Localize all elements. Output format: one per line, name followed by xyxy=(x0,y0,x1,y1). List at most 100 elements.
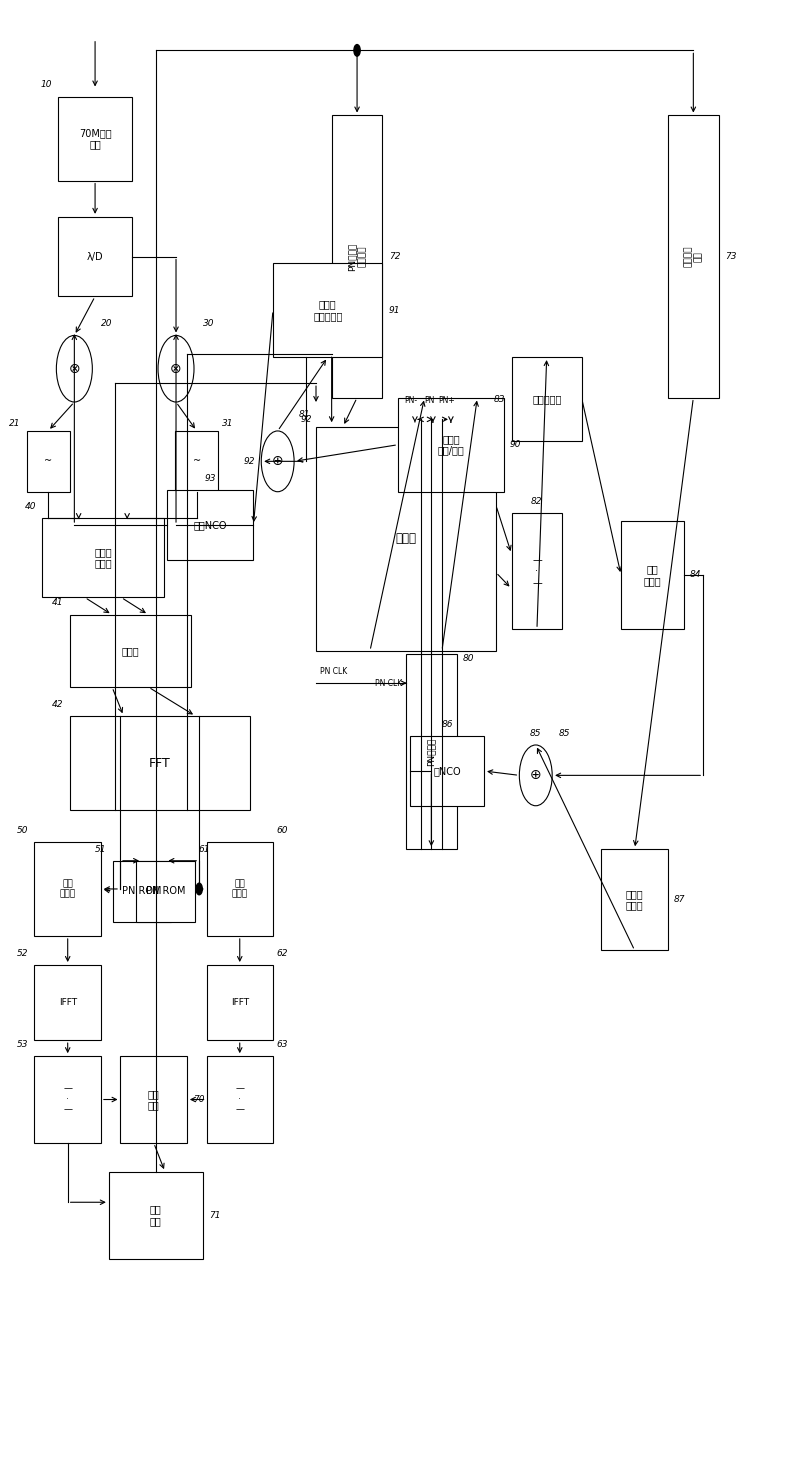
Text: PN生成器: PN生成器 xyxy=(427,738,436,766)
Text: ⊕: ⊕ xyxy=(530,768,542,782)
Text: 10: 10 xyxy=(40,80,52,89)
Text: 复数
乘法器: 复数 乘法器 xyxy=(232,880,248,899)
Text: PN CLK: PN CLK xyxy=(374,678,402,688)
Text: 52: 52 xyxy=(17,948,28,958)
Text: 72: 72 xyxy=(389,253,400,262)
Bar xyxy=(34,842,101,937)
Bar xyxy=(136,861,194,922)
Text: 92: 92 xyxy=(243,457,255,466)
Text: —
·
—: — · — xyxy=(235,1084,244,1115)
Text: 83: 83 xyxy=(494,394,506,403)
Text: 51: 51 xyxy=(95,844,106,853)
Bar xyxy=(406,655,457,849)
Text: 91: 91 xyxy=(389,305,400,314)
Text: IFFT: IFFT xyxy=(230,998,249,1007)
Text: 多普勒
频补偿: 多普勒 频补偿 xyxy=(626,888,643,910)
Text: 86: 86 xyxy=(442,720,453,729)
Text: PN ROM: PN ROM xyxy=(146,887,186,896)
Bar xyxy=(332,115,382,397)
Bar xyxy=(167,491,254,560)
Bar xyxy=(511,356,582,441)
Bar xyxy=(668,115,718,397)
Bar xyxy=(410,736,484,806)
Text: 85: 85 xyxy=(530,729,542,738)
Text: FFT: FFT xyxy=(149,757,170,770)
Text: 载波环
环路滤波器: 载波环 环路滤波器 xyxy=(313,300,342,321)
Text: PN码起始
位置计算: PN码起始 位置计算 xyxy=(347,243,366,270)
Text: 载波环
鉴频/鉴相: 载波环 鉴频/鉴相 xyxy=(438,434,464,456)
Text: 60: 60 xyxy=(277,825,289,834)
Text: 63: 63 xyxy=(277,1040,289,1049)
Text: 61: 61 xyxy=(198,844,210,853)
Text: —
·
—: — · — xyxy=(63,1084,72,1115)
Text: 70M中频
输入: 70M中频 输入 xyxy=(78,127,111,149)
Text: ⊗: ⊗ xyxy=(170,362,182,375)
Text: 码环鉴相器: 码环鉴相器 xyxy=(532,394,562,405)
Bar xyxy=(58,96,132,181)
Bar xyxy=(398,397,504,492)
Bar xyxy=(113,861,171,922)
Text: λ/D: λ/D xyxy=(86,251,103,262)
Bar xyxy=(34,1056,101,1143)
Bar xyxy=(206,964,273,1040)
Text: 复数
乘法器: 复数 乘法器 xyxy=(60,880,76,899)
Text: 85: 85 xyxy=(558,729,570,738)
Text: 84: 84 xyxy=(690,570,702,580)
Text: 20: 20 xyxy=(101,318,113,329)
Bar xyxy=(121,1056,187,1143)
Text: ~: ~ xyxy=(193,456,201,466)
Text: 30: 30 xyxy=(202,318,214,329)
Bar xyxy=(206,1056,273,1143)
Text: ⊗: ⊗ xyxy=(69,362,80,375)
Circle shape xyxy=(71,519,78,530)
Bar xyxy=(273,263,382,356)
Text: 码环
滤波器: 码环 滤波器 xyxy=(643,564,661,586)
Text: PN: PN xyxy=(424,396,434,405)
Bar xyxy=(42,517,163,598)
Bar xyxy=(34,964,101,1040)
Text: 载波频率
调整: 载波频率 调整 xyxy=(684,245,703,267)
Bar xyxy=(316,427,496,652)
Text: PN+: PN+ xyxy=(438,396,455,405)
Bar xyxy=(602,849,668,951)
Bar xyxy=(206,842,273,937)
Text: —
·
—: — · — xyxy=(532,555,542,587)
Text: 90: 90 xyxy=(510,440,522,449)
Text: 81: 81 xyxy=(298,411,310,419)
Text: 80: 80 xyxy=(463,655,474,663)
Text: 92: 92 xyxy=(300,415,312,424)
Circle shape xyxy=(117,882,123,894)
Text: 73: 73 xyxy=(725,253,737,262)
Circle shape xyxy=(196,882,202,894)
Bar xyxy=(621,520,683,630)
Text: 87: 87 xyxy=(674,896,686,904)
Text: 53: 53 xyxy=(17,1040,28,1049)
Text: 50: 50 xyxy=(17,825,28,834)
Text: ~: ~ xyxy=(44,456,52,466)
Text: PN-: PN- xyxy=(405,396,418,405)
Text: 捕获
判断: 捕获 判断 xyxy=(150,1204,162,1226)
Text: 码NCO: 码NCO xyxy=(433,766,461,776)
Text: ⊕: ⊕ xyxy=(272,454,283,469)
Text: 21: 21 xyxy=(9,419,20,428)
Text: 62: 62 xyxy=(277,948,289,958)
Text: PN ROM: PN ROM xyxy=(122,887,162,896)
Text: 42: 42 xyxy=(52,700,63,709)
Bar xyxy=(70,716,250,809)
Text: 71: 71 xyxy=(209,1211,220,1220)
Bar xyxy=(109,1172,202,1259)
Text: PN CLK: PN CLK xyxy=(320,666,347,676)
Bar xyxy=(26,431,70,492)
Text: 70: 70 xyxy=(194,1094,205,1105)
Text: 31: 31 xyxy=(222,419,234,428)
Text: 采分频
转换器: 采分频 转换器 xyxy=(94,546,112,568)
Text: 93: 93 xyxy=(205,473,216,484)
Text: 载波NCO: 载波NCO xyxy=(194,520,227,530)
Bar xyxy=(175,431,218,492)
Text: 缓存器: 缓存器 xyxy=(122,646,139,656)
Bar xyxy=(70,615,191,687)
Text: IFFT: IFFT xyxy=(58,998,77,1007)
Text: 82: 82 xyxy=(531,497,542,506)
Circle shape xyxy=(354,45,360,56)
Bar xyxy=(511,513,562,630)
